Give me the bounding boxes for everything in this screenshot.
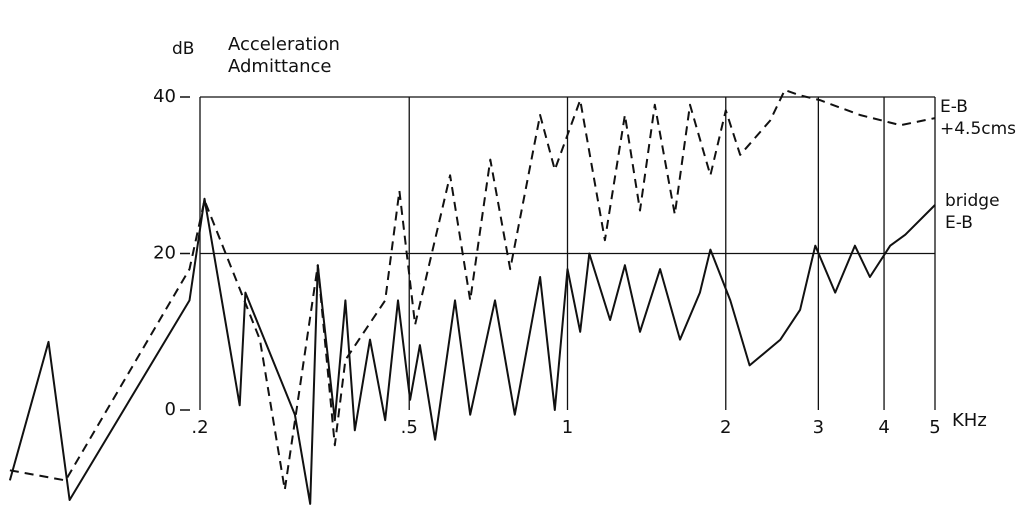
y-tick-label: 20 bbox=[153, 243, 176, 264]
y-tick-label: 40 bbox=[153, 86, 176, 107]
series-line bbox=[9, 89, 936, 491]
x-tick-label: .5 bbox=[401, 417, 418, 438]
x-tick-label: 5 bbox=[929, 417, 940, 438]
x-tick-label: 1 bbox=[562, 417, 573, 438]
y-tick-label: 0 bbox=[165, 399, 176, 420]
series-label: E-B +4.5cms bbox=[940, 97, 1017, 139]
x-label: KHz bbox=[952, 410, 987, 431]
chart-title: Acceleration Admittance bbox=[228, 34, 340, 77]
x-tick-label: .2 bbox=[191, 417, 208, 438]
x-tick-label: 4 bbox=[878, 417, 889, 438]
series-line bbox=[8, 197, 936, 505]
series-label: bridge E-B bbox=[945, 191, 1000, 233]
x-tick-label: 2 bbox=[720, 417, 731, 438]
y-label: dB bbox=[172, 39, 195, 59]
x-tick-label: 3 bbox=[813, 417, 824, 438]
